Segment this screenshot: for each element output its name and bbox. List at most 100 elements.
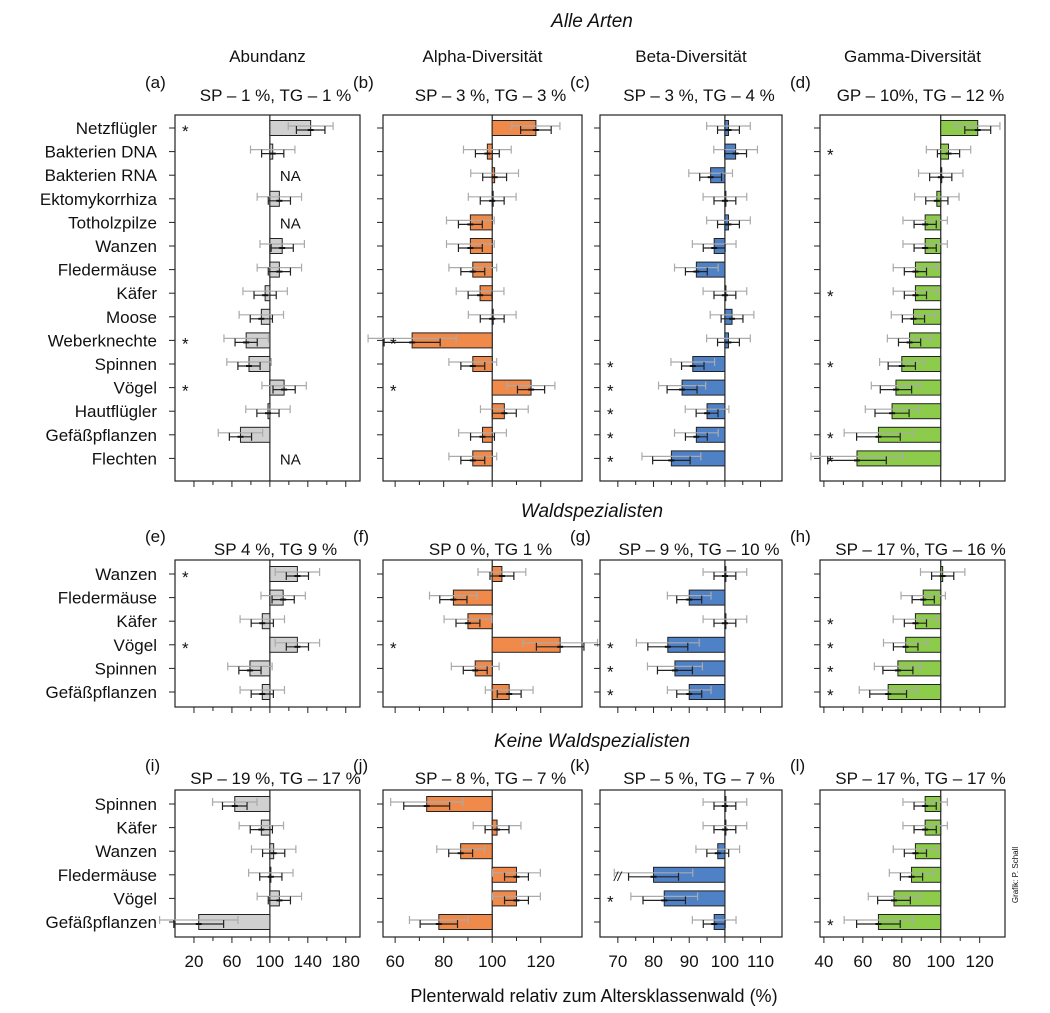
bar <box>914 285 942 302</box>
row-label: Bakterien DNA <box>45 143 158 162</box>
significance-star: * <box>182 639 189 658</box>
x-tick-label: 100 <box>711 952 739 971</box>
group-0: Alle Arten Netzflügler Bakterien DNA Bakter… <box>40 11 1006 487</box>
bar <box>491 403 505 420</box>
x-tick-label: 100 <box>478 952 506 971</box>
panel-subtitle: SP – 8 %, TG – 7 % <box>415 769 567 788</box>
panel-l: (l) SP – 17 %, TG – 17 % 40 60 80 100 120 * <box>790 756 1006 971</box>
panel-k: (k) SP – 5 %, TG – 7 % 70 80 90 100 110 * // <box>570 756 783 971</box>
bar <box>491 819 498 836</box>
bar <box>713 914 726 930</box>
bar <box>472 261 493 278</box>
x-tick-label: 100 <box>256 952 284 971</box>
panel-subtitle: SP – 3 %, TG – 3 % <box>415 86 567 105</box>
row-label: Vögel <box>114 889 157 908</box>
row-label: Hautflügler <box>75 402 158 421</box>
column-title: Abundanz <box>229 47 306 66</box>
significance-star: * <box>607 452 614 471</box>
bar <box>472 450 493 467</box>
significance-star: * <box>827 639 834 658</box>
significance-star: * <box>827 916 834 935</box>
bar <box>911 866 942 883</box>
bar <box>269 190 280 207</box>
panel-letter: (f) <box>353 527 369 546</box>
row-label: Fledermäuse <box>58 261 157 280</box>
panel-frame <box>599 789 783 938</box>
panel-e: (e) SP 4 %, TG 9 % * * <box>145 527 361 713</box>
bar <box>891 403 942 420</box>
panel-letter: (e) <box>145 527 166 546</box>
row-label: Fledermäuse <box>58 866 157 885</box>
significance-star: * <box>607 686 614 705</box>
panel-subtitle: SP 4 %, TG 9 % <box>214 540 337 559</box>
bar <box>724 190 727 207</box>
panel-subtitle: SP – 9 %, TG – 10 % <box>619 540 780 559</box>
bar <box>239 426 271 443</box>
row-label: Vögel <box>114 379 157 398</box>
significance-star: * <box>607 892 614 911</box>
panel-frame <box>599 114 783 482</box>
bar <box>663 890 726 907</box>
x-tick-label: 80 <box>644 952 663 971</box>
bar <box>724 120 729 136</box>
bar <box>674 660 726 677</box>
bar <box>695 426 726 443</box>
panel-i: (i) SP – 19 %, TG – 17 % 20 60 100 140 180 <box>145 756 361 971</box>
bar <box>479 285 493 302</box>
column-title: Beta-Diversität <box>635 47 747 66</box>
bar <box>877 914 942 930</box>
x-tick-label: 90 <box>680 952 699 971</box>
bar <box>491 636 561 653</box>
x-tick-label: 120 <box>527 952 555 971</box>
panel-subtitle: SP – 1 %, TG – 1 % <box>200 86 352 105</box>
row-label: Wanzen <box>95 842 157 861</box>
group-1: Waldspezialisten Wanzen Fledermäuse Käfer Vö… <box>45 501 1006 713</box>
panel-letter: (h) <box>790 527 811 546</box>
bar <box>895 379 942 396</box>
panel-frame <box>382 559 583 708</box>
row-label: Käfer <box>116 284 157 303</box>
bar <box>856 450 942 467</box>
panel-letter: (i) <box>145 756 160 775</box>
group-title: Keine Waldspezialisten <box>494 731 690 752</box>
bar <box>924 796 942 812</box>
bar <box>264 285 271 302</box>
panel-letter: (j) <box>353 756 368 775</box>
significance-star: * <box>182 382 189 401</box>
x-tick-label: 80 <box>434 952 453 971</box>
bar <box>940 120 979 136</box>
bar <box>924 214 942 231</box>
panel-letter: (k) <box>570 756 590 775</box>
significance-star: * <box>182 334 189 353</box>
axis-break-mark: // <box>613 869 623 884</box>
row-label: Gefäßpflanzen <box>45 683 157 702</box>
panel-letter: (a) <box>145 73 166 92</box>
column-title: Alpha-Diversität <box>423 47 543 66</box>
row-label: Spinnen <box>95 355 157 374</box>
bar <box>717 843 726 860</box>
bar <box>269 843 275 860</box>
bar <box>887 684 942 700</box>
panel-frame <box>382 789 583 938</box>
panel-subtitle: SP 0 %, TG 1 % <box>429 540 552 559</box>
x-tick-label: 70 <box>608 952 627 971</box>
panel-subtitle: GP – 10%, TG – 12 % <box>837 86 1005 105</box>
bar <box>940 566 944 582</box>
bar <box>688 589 726 606</box>
bar <box>924 238 942 254</box>
row-label: Weberknechte <box>48 331 157 350</box>
x-tick-label: 100 <box>927 952 955 971</box>
x-tick-label: 180 <box>332 952 360 971</box>
bar <box>234 796 271 812</box>
bar <box>438 914 493 930</box>
panel-g: (g) SP – 9 %, TG – 10 % * * * <box>570 527 783 713</box>
significance-star: * <box>607 662 614 681</box>
x-axis-label: Plenterwald relativ zum Altersklassenwal… <box>410 986 777 1006</box>
bar <box>914 843 942 860</box>
panel-frame <box>382 114 583 482</box>
panel-frame <box>174 559 361 708</box>
panel-frame <box>819 114 1006 482</box>
bar <box>260 308 271 325</box>
panel-letter: (d) <box>790 73 811 92</box>
significance-star: * <box>182 568 189 587</box>
